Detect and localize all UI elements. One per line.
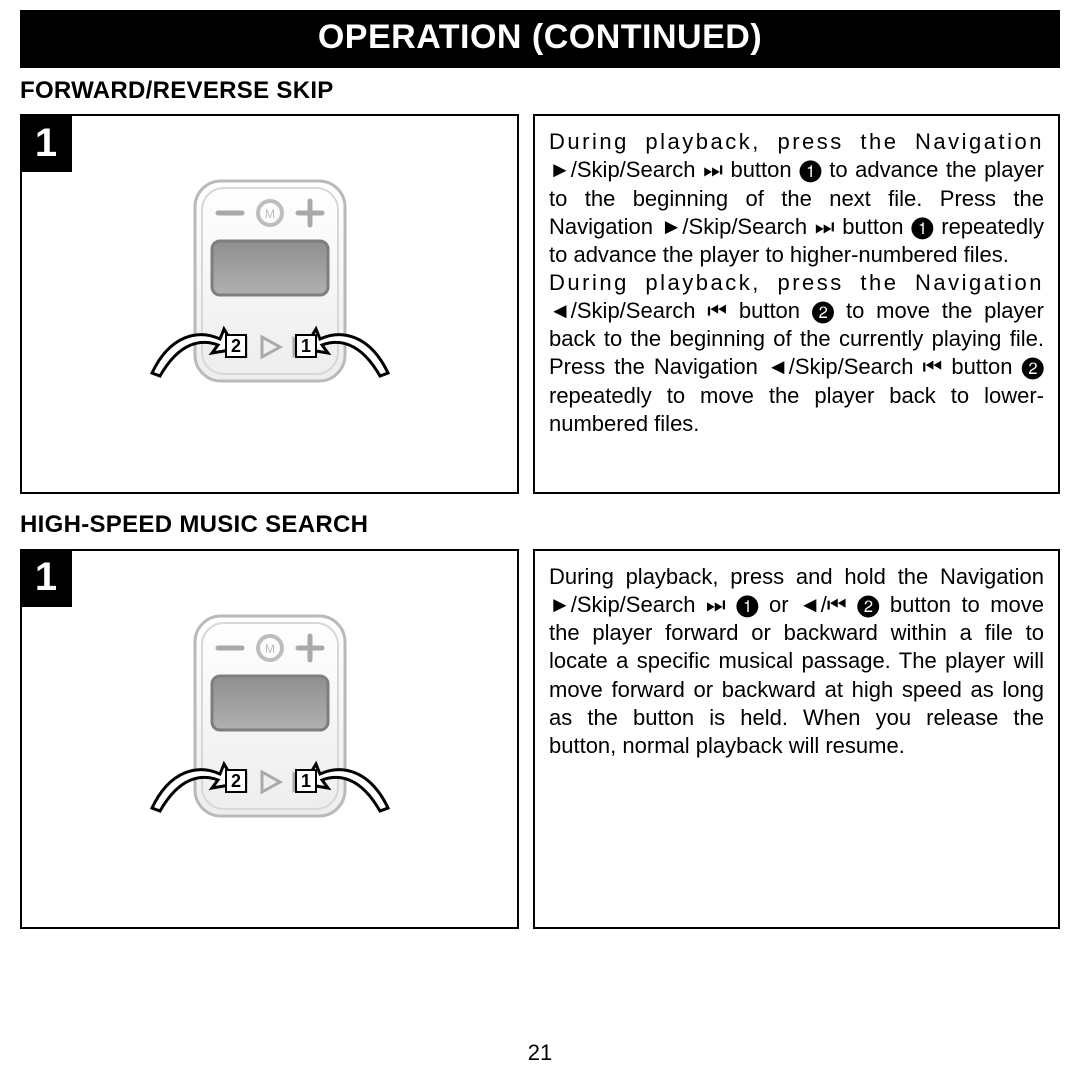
callout-right: 1 — [300, 336, 310, 356]
figure-panel: 1 — [20, 114, 519, 494]
callout-left: 2 — [230, 771, 240, 791]
section-heading: FORWARD/REVERSE SKIP — [20, 76, 1060, 107]
text-panel: During playback, press and hold the Navi… — [533, 549, 1060, 929]
paragraph: During playback, press and hold the Navi… — [549, 563, 1044, 760]
callout-left: 2 — [230, 336, 240, 356]
page-number: 21 — [20, 1039, 1060, 1067]
device-illustration: M 2 1 — [140, 606, 400, 906]
callout-right: 1 — [300, 771, 310, 791]
figure-panel: 1 M — [20, 549, 519, 929]
paragraph: During playback, press the Navigation ►/… — [549, 128, 1044, 269]
device-illustration: M — [140, 171, 400, 471]
section-row: 1 — [20, 114, 1060, 494]
paragraph-rest: ◄/Skip/Search ⏮ button ➋ to move the pla… — [549, 298, 1044, 436]
section-heading: HIGH-SPEED MUSIC SEARCH — [20, 510, 1060, 541]
svg-text:M: M — [265, 642, 275, 656]
page-title: OPERATION (CONTINUED) — [20, 10, 1060, 68]
paragraph: During playback, press the Navigation ◄/… — [549, 269, 1044, 438]
paragraph-rest: ►/Skip/Search ⏭ button ➊ to advance the … — [549, 157, 1044, 266]
section-row: 1 M — [20, 549, 1060, 929]
step-badge: 1 — [20, 549, 72, 607]
spaced-lead: During playback, press the Navigation — [549, 270, 1044, 295]
text-panel: During playback, press the Navigation ►/… — [533, 114, 1060, 494]
svg-text:M: M — [265, 207, 275, 221]
paragraph-rest: During playback, press and hold the Navi… — [549, 564, 1044, 758]
spaced-lead: During playback, press the Navigation — [549, 129, 1044, 154]
step-badge: 1 — [20, 114, 72, 172]
